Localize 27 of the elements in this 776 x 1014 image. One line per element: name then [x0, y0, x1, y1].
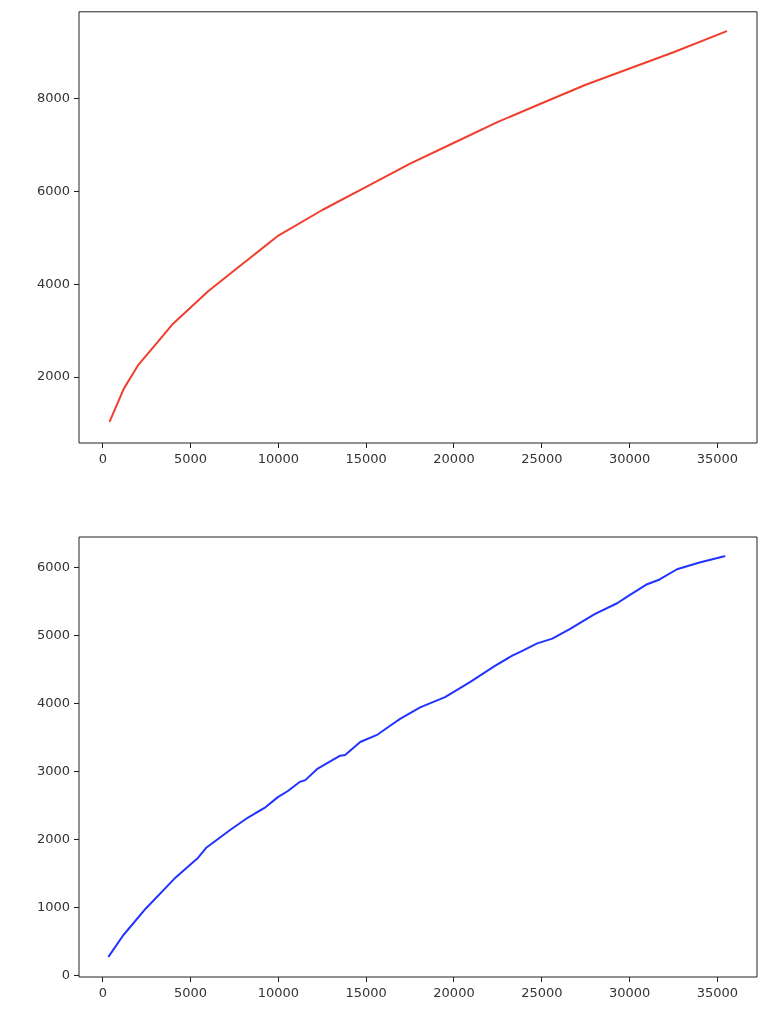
x-tick-label: 35000: [696, 985, 739, 1001]
y-tick-label: 0: [61, 966, 70, 982]
x-tick-label: 15000: [345, 985, 387, 1001]
x-tick-label: 20000: [433, 985, 475, 1001]
x-tick-label: 30000: [608, 451, 651, 467]
x-tick-label: 10000: [257, 451, 300, 467]
x-tick-label: 30000: [608, 985, 651, 1001]
y-tick-label: 2000: [36, 830, 70, 846]
x-tick-label: 35000: [696, 451, 739, 467]
x-tick-label: 5000: [174, 451, 208, 467]
x-tick-label: 25000: [521, 985, 563, 1001]
x-tick-label: 0: [98, 451, 107, 467]
y-tick-label: 8000: [36, 90, 70, 106]
y-tick-label: 4000: [36, 275, 70, 291]
x-tick-label: 0: [98, 985, 107, 1001]
x-tick-label: 15000: [345, 451, 387, 467]
y-tick-label: 3000: [36, 762, 70, 778]
x-tick-label: 10000: [257, 985, 300, 1001]
y-tick-label: 6000: [36, 558, 70, 574]
y-tick-label: 6000: [36, 182, 70, 198]
y-tick-label: 5000: [36, 626, 70, 642]
x-tick-label: 25000: [521, 451, 563, 467]
y-tick-label: 4000: [36, 694, 70, 710]
x-tick-label: 20000: [433, 451, 475, 467]
y-tick-label: 2000: [36, 368, 70, 384]
x-tick-label: 5000: [174, 985, 208, 1001]
y-tick-label: 1000: [36, 898, 70, 914]
